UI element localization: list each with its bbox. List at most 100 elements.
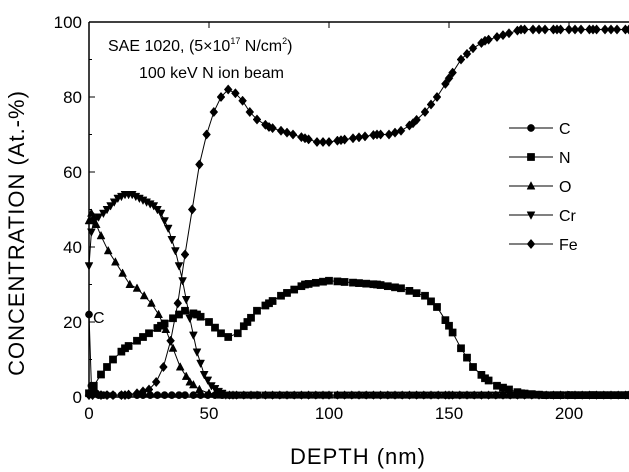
series-fe-point — [477, 37, 486, 49]
series-n-point — [421, 291, 429, 300]
series-cr-point — [192, 348, 202, 357]
series-cr-point — [261, 391, 270, 400]
series-n-point — [283, 289, 291, 297]
series-n-point — [319, 277, 327, 286]
series-o-point — [147, 298, 156, 307]
series-n-point — [117, 347, 126, 356]
series-fe-point — [245, 106, 255, 118]
series-cr-point — [369, 391, 378, 400]
series-o-point — [189, 379, 198, 389]
series-cr-point — [577, 391, 587, 400]
series-fe-point — [540, 24, 550, 35]
series-fe-point — [144, 384, 154, 395]
series-fe-point — [268, 123, 277, 134]
series-fe-point — [261, 119, 270, 130]
series-n-point — [369, 280, 378, 289]
annotation-line2: 100 keV N ion beam — [139, 65, 284, 82]
series-cr-point — [426, 391, 436, 400]
series-cr-point — [469, 391, 479, 400]
series-c-point — [175, 391, 183, 399]
series-c-point — [160, 391, 169, 399]
series-fe-point — [252, 114, 262, 125]
series-fe-point — [360, 131, 370, 142]
series-cr — [84, 191, 629, 400]
series-cr-point — [210, 385, 220, 394]
series-fe-point — [498, 30, 508, 41]
legend-item-cr: Cr — [509, 208, 577, 225]
series-fe-point — [159, 361, 168, 373]
legend-marker-c — [527, 124, 535, 132]
legend: CNO Cr Fe — [509, 121, 578, 254]
series-fe-point — [108, 390, 118, 401]
series-n-point — [448, 328, 457, 337]
legend-marker-fe — [526, 238, 536, 250]
series-cr-point — [354, 391, 364, 400]
series-n-point — [391, 283, 399, 292]
series-o-point — [118, 268, 127, 277]
series-cr-point — [311, 391, 321, 400]
annotation-line1: SAE 1020, (5×1017 N/cm2) — [108, 36, 292, 55]
series-cr-point — [534, 391, 544, 400]
series-fe-point — [195, 159, 204, 170]
legend-marker-cr — [526, 211, 536, 220]
series-cr-point — [599, 391, 609, 400]
series-cr-point — [433, 391, 443, 400]
series-o-point — [210, 389, 220, 398]
series-layer — [84, 24, 629, 401]
series-fe-point — [202, 129, 211, 140]
series-n-point — [376, 281, 385, 289]
series-n-point — [355, 279, 363, 287]
series-cr-point — [405, 391, 414, 400]
series-cr-point — [178, 277, 187, 286]
series-fe-point — [600, 24, 610, 35]
series-cr-point — [549, 391, 558, 400]
series-cr-point — [181, 296, 191, 305]
series-o-point — [175, 362, 185, 371]
series-fe-point — [549, 24, 558, 35]
legend-label: C — [559, 121, 571, 138]
legend-item-fe: Fe — [509, 237, 578, 254]
series-n-point — [211, 323, 219, 332]
series-cr-point — [232, 391, 241, 400]
series-fe-point — [102, 390, 112, 401]
series-n-point — [499, 383, 507, 392]
series-fe-point — [276, 125, 286, 136]
series-cr-point — [556, 391, 565, 400]
series-cr-point — [89, 217, 99, 226]
series-n-point — [463, 353, 471, 362]
series-fe-point — [534, 24, 544, 35]
series-fe-point — [209, 106, 219, 118]
series-o-point — [168, 343, 178, 352]
legend-item-n: N — [509, 150, 571, 167]
series-cr-point — [124, 191, 133, 200]
series-o — [84, 208, 629, 399]
series-n-point — [427, 297, 435, 306]
series-cr-point — [203, 376, 213, 385]
series-cr-point — [171, 247, 180, 256]
y-tick-label: 0 — [73, 388, 82, 407]
series-cr-point — [246, 391, 256, 400]
series-cr-point — [419, 391, 429, 400]
series-cr-point — [117, 192, 126, 202]
series-cr-point — [304, 391, 313, 400]
series-n-point — [253, 306, 261, 315]
annotation-title: SAE 1020, (5×1017 N/cm2) 100 keV N ion b… — [108, 36, 292, 82]
series-fe-point — [282, 127, 292, 138]
series-fe-point — [612, 24, 622, 35]
series-cr-point — [189, 331, 198, 340]
series-n-point — [383, 282, 392, 291]
series-fe-point — [124, 389, 133, 400]
series-cr-point — [505, 391, 515, 400]
series-fe-point — [462, 48, 472, 59]
series-cr-point — [102, 206, 112, 215]
series-cr-point — [297, 391, 306, 400]
series-cr-point — [225, 391, 234, 400]
x-tick-label: 50 — [200, 404, 219, 423]
series-cr-point — [340, 391, 349, 400]
series-fe-point — [312, 136, 322, 148]
series-n-point — [469, 363, 477, 371]
series-o-point — [103, 245, 113, 255]
series-cr-point — [491, 391, 501, 400]
series-cr-point — [289, 391, 299, 400]
